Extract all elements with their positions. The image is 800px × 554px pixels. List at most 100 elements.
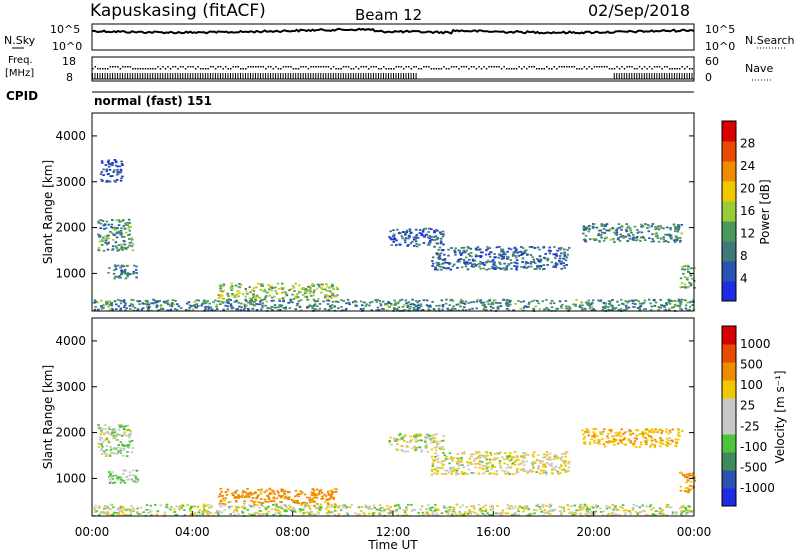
range-cell (131, 474, 135, 477)
range-cell (292, 506, 295, 509)
range-cell (280, 501, 283, 504)
freq-dot (102, 68, 104, 70)
range-cell (127, 443, 131, 446)
range-cell (434, 509, 438, 512)
range-cell (113, 264, 117, 267)
freq-dot (277, 68, 280, 70)
range-cell (100, 244, 104, 246)
range-cell (202, 301, 206, 303)
freq-dot (561, 66, 563, 68)
range-cell (463, 303, 467, 305)
range-cell (552, 302, 556, 305)
range-cell (117, 513, 120, 515)
range-cell (104, 424, 107, 426)
range-cell (105, 449, 108, 451)
range-cell (640, 302, 644, 305)
range-cell (492, 472, 496, 475)
range-cell (652, 299, 656, 302)
freq-dot (525, 68, 528, 70)
range-cell (119, 299, 122, 302)
range-cell (407, 237, 410, 240)
range-cell (607, 512, 610, 515)
range-cell (521, 253, 524, 256)
freq-dot (445, 68, 448, 70)
range-cell (605, 223, 609, 225)
range-cell (533, 268, 537, 270)
range-cell (490, 454, 493, 456)
range-cell (207, 309, 210, 312)
range-cell (123, 447, 126, 450)
range-cell (379, 507, 383, 509)
range-cell (439, 232, 442, 235)
range-cell (665, 504, 669, 506)
range-cell (592, 506, 595, 509)
range-cell (464, 262, 467, 265)
colorbar-swatch (722, 261, 736, 282)
range-cell (113, 428, 117, 430)
nave-bar (367, 73, 369, 79)
range-cell (490, 303, 493, 306)
nave-bar (174, 73, 176, 79)
range-cell (253, 503, 256, 506)
freq-dot (179, 66, 182, 68)
range-cell (519, 468, 523, 471)
range-cell (632, 442, 635, 445)
range-cell (108, 471, 111, 473)
range-cell (311, 498, 314, 501)
range-cell (221, 502, 224, 505)
colorbar-tick-label: 500 (740, 358, 763, 372)
range-cell (456, 453, 460, 455)
range-cell (326, 490, 330, 493)
range-cell (627, 300, 631, 303)
range-cell (109, 508, 112, 511)
range-cell (538, 506, 541, 508)
range-cell (669, 227, 672, 229)
range-cell (557, 247, 561, 250)
range-cell (119, 276, 122, 279)
range-cell (456, 514, 459, 517)
range-cell (686, 301, 689, 304)
nave-tick-bottom: 0 (705, 71, 712, 84)
range-cell (132, 271, 135, 273)
range-cell (124, 268, 127, 271)
range-cell (378, 309, 381, 311)
range-cell (431, 462, 435, 465)
range-cell (538, 248, 541, 251)
range-cell (452, 457, 455, 459)
range-cell (531, 461, 534, 464)
range-cell (113, 169, 116, 172)
nave-bar (342, 73, 344, 79)
range-cell (119, 307, 123, 310)
freq-dot (122, 66, 124, 68)
range-cell (221, 297, 224, 300)
range-cell (624, 444, 627, 446)
range-cell (503, 262, 506, 265)
range-cell (302, 287, 305, 289)
range-cell (229, 299, 232, 301)
range-cell (668, 307, 671, 310)
range-cell (296, 499, 299, 502)
range-cell (450, 466, 453, 469)
range-cell (93, 511, 97, 513)
freq-panel: Freq. [MHz] 18 8 60 0 Nave (5, 55, 773, 84)
range-cell (321, 288, 324, 291)
range-cell (117, 451, 120, 454)
range-cell (641, 236, 644, 239)
range-cell (415, 242, 418, 245)
range-cell (100, 437, 103, 439)
range-cell (667, 301, 670, 304)
colorbar-swatch (722, 326, 736, 345)
range-cell (142, 511, 145, 514)
range-cell (328, 494, 331, 496)
range-cell (198, 509, 201, 511)
range-cell (544, 455, 547, 458)
range-cell (680, 224, 683, 226)
nave-bar (172, 73, 174, 79)
range-cell (455, 461, 459, 464)
range-cell (479, 461, 482, 464)
range-cell (103, 224, 106, 226)
range-cell (490, 468, 493, 470)
range-cell (686, 276, 689, 279)
range-cell (619, 307, 623, 310)
range-cell (105, 237, 109, 240)
